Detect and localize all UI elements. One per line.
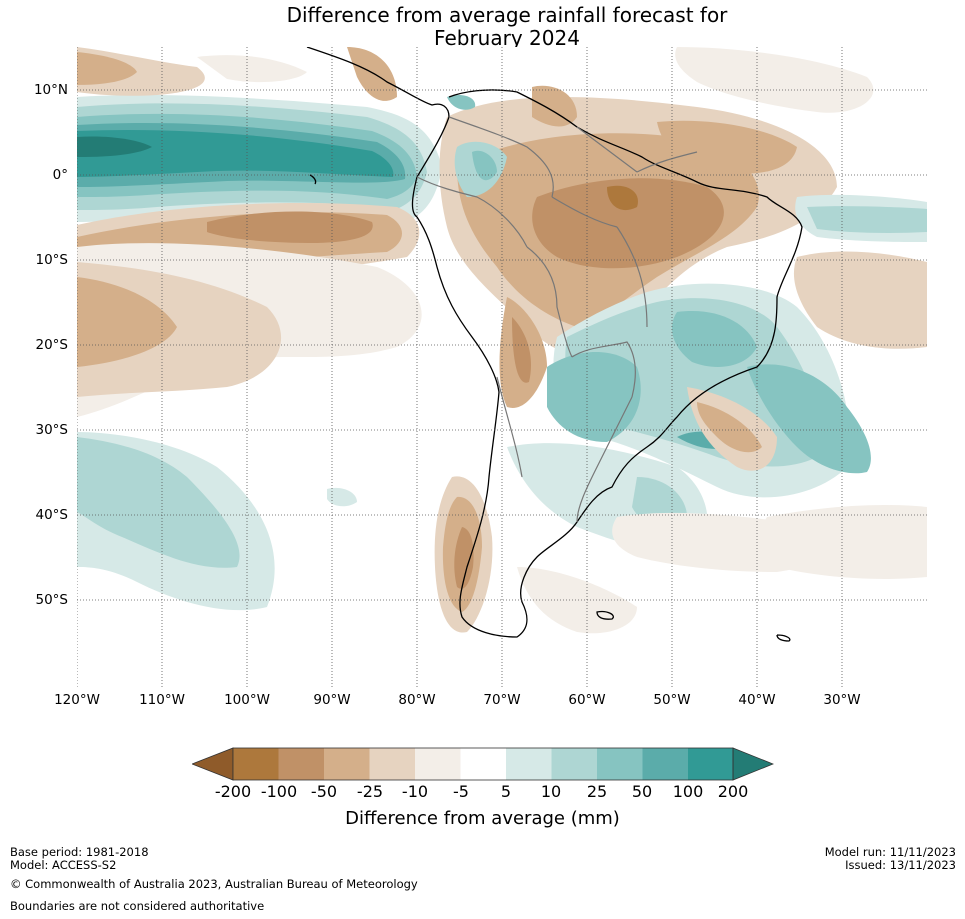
- lon-label-120w: 120°W: [54, 692, 100, 708]
- lon-label-40w: 40°W: [738, 692, 776, 708]
- issued-date: Issued: 13/11/2023: [845, 858, 956, 872]
- lon-label-30w: 30°W: [823, 692, 861, 708]
- colorbar-tick: -50: [310, 782, 338, 801]
- map-title: Difference from average rainfall forecas…: [0, 4, 965, 50]
- colorbar-extend-high: [732, 747, 775, 781]
- lon-label-80w: 80°W: [398, 692, 436, 708]
- pacific-wet-band: [77, 95, 442, 222]
- copyright: © Commonwealth of Australia 2023, Austra…: [10, 877, 418, 891]
- gridlines: [77, 47, 927, 687]
- colorbar-label: Difference from average (mm): [345, 808, 620, 829]
- lat-label-20s: 20°S: [35, 337, 69, 353]
- lon-label-50w: 50°W: [653, 692, 691, 708]
- colorbar-tick: -100: [260, 782, 298, 801]
- colorbar: [190, 747, 775, 785]
- lat-label-0: 0°: [52, 167, 68, 183]
- model-name: Model: ACCESS-S2: [10, 858, 117, 872]
- colorbar-tick: 200: [717, 782, 749, 801]
- colorbar-extend-low: [190, 747, 234, 781]
- colorbar-tick: -10: [401, 782, 429, 801]
- lon-label-70w: 70°W: [483, 692, 521, 708]
- colorbar-segment: [415, 748, 461, 780]
- lon-label-100w: 100°W: [224, 692, 270, 708]
- colorbar-tick: 10: [540, 782, 562, 801]
- colorbar-tick: -5: [453, 782, 469, 801]
- colorbar-segment: [597, 748, 643, 780]
- lat-label-50s: 50°S: [35, 592, 69, 608]
- colorbar-segment: [324, 748, 370, 780]
- lat-label-40s: 40°S: [35, 507, 69, 523]
- lat-label-30s: 30°S: [35, 422, 69, 438]
- lon-label-90w: 90°W: [313, 692, 351, 708]
- colorbar-segment: [506, 748, 552, 780]
- colorbar-segment: [369, 748, 415, 780]
- colorbar-segment: [233, 748, 279, 780]
- lon-label-110w: 110°W: [139, 692, 185, 708]
- colorbar-tick: -25: [356, 782, 384, 801]
- colorbar-tick: 25: [586, 782, 608, 801]
- footer-left: Base period: 1981-2018 Model: ACCESS-S2: [10, 846, 149, 872]
- colorbar-segment: [688, 748, 733, 780]
- colorbar-tick: 100: [672, 782, 704, 801]
- country-boundaries: [416, 116, 698, 523]
- title-line-2: February 2024: [434, 26, 580, 50]
- title-line-1: Difference from average rainfall forecas…: [286, 3, 728, 27]
- lat-label-10n: 10°N: [33, 82, 68, 98]
- disclaimer: Boundaries are not considered authoritat…: [10, 899, 265, 913]
- colorbar-tick: 5: [500, 782, 512, 801]
- base-period: Base period: 1981-2018: [10, 845, 149, 859]
- patagonia-anomalies: [434, 476, 637, 634]
- model-run: Model run: 11/11/2023: [824, 845, 956, 859]
- coastlines: [306, 47, 803, 642]
- pacific-dry-band: [77, 47, 422, 417]
- colorbar-segment: [642, 748, 688, 780]
- colorbar-segment: [551, 748, 597, 780]
- southeast-south-america-wet: [507, 47, 927, 579]
- lat-label-10s: 10°S: [35, 252, 69, 268]
- lon-label-60w: 60°W: [568, 692, 606, 708]
- colorbar-segment: [278, 748, 324, 780]
- colorbar-tick: 50: [631, 782, 653, 801]
- colorbar-segment: [460, 748, 506, 780]
- footer-right: Model run: 11/11/2023 Issued: 13/11/2023: [825, 846, 956, 872]
- colorbar-tick: -200: [214, 782, 252, 801]
- rainfall-anomaly-map: [77, 47, 927, 687]
- southeast-pacific-wet: [77, 432, 357, 611]
